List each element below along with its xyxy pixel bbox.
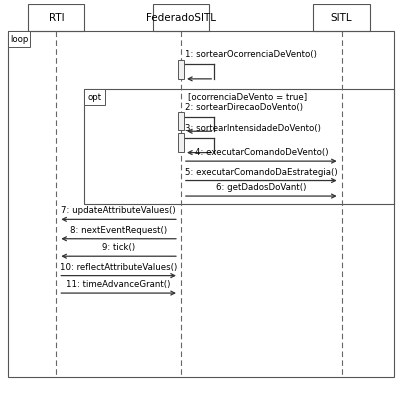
Text: 2: sortearDirecaoDoVento(): 2: sortearDirecaoDoVento() xyxy=(184,103,302,112)
Text: 3: sortearIntensidadeDoVento(): 3: sortearIntensidadeDoVento() xyxy=(184,124,320,133)
Text: 5: executarComandoDaEstrategia(): 5: executarComandoDaEstrategia() xyxy=(184,168,337,177)
Bar xyxy=(8,31,393,377)
Text: 1: sortearOcorrenciaDeVento(): 1: sortearOcorrenciaDeVento() xyxy=(184,50,316,59)
Bar xyxy=(28,4,84,31)
Text: opt: opt xyxy=(87,93,101,102)
Text: RTI: RTI xyxy=(48,13,64,23)
Bar xyxy=(153,4,209,31)
Text: 10: reflectAttributeValues(): 10: reflectAttributeValues() xyxy=(60,263,177,272)
Text: [ocorrenciaDeVento = true]: [ocorrenciaDeVento = true] xyxy=(187,93,306,102)
Bar xyxy=(84,89,104,105)
Bar xyxy=(8,31,30,48)
Bar xyxy=(177,112,184,130)
Text: 4: executarComandoDeVento(): 4: executarComandoDeVento() xyxy=(194,148,327,157)
Text: 9: tick(): 9: tick() xyxy=(102,243,135,252)
Text: 6: getDadosDoVant(): 6: getDadosDoVant() xyxy=(216,183,306,192)
Text: SITL: SITL xyxy=(330,13,352,23)
Bar xyxy=(84,89,393,204)
Text: FederadoSITL: FederadoSITL xyxy=(146,13,216,23)
Text: 8: nextEventRequest(): 8: nextEventRequest() xyxy=(70,226,167,235)
Bar xyxy=(177,133,184,152)
Text: loop: loop xyxy=(10,35,28,44)
Text: 7: updateAttributeValues(): 7: updateAttributeValues() xyxy=(61,206,175,215)
Text: 11: timeAdvanceGrant(): 11: timeAdvanceGrant() xyxy=(66,280,171,289)
Bar xyxy=(313,4,369,31)
Bar xyxy=(177,60,184,79)
